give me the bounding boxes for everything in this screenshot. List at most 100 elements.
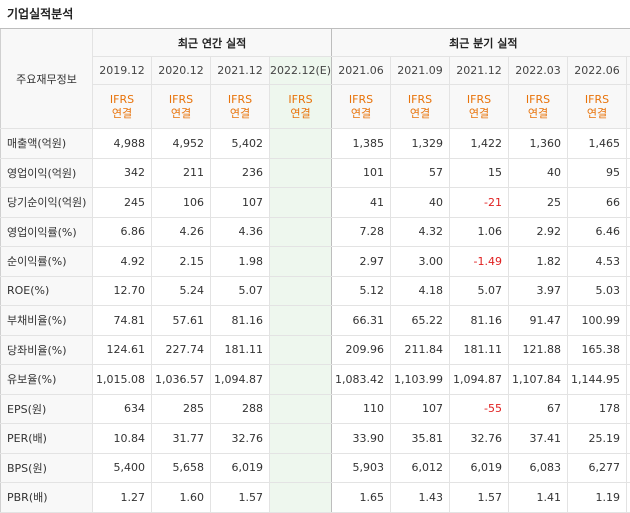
ifrs-label: IFRS xyxy=(526,93,550,106)
quarter-value-cell: 1,385 xyxy=(332,129,391,159)
annual-value-cell: 211 xyxy=(152,158,211,188)
annual-value-cell: 106 xyxy=(152,188,211,218)
row-label: 영업이익률(%) xyxy=(1,217,93,247)
annual-value-cell xyxy=(270,453,332,483)
quarter-value-cell: 6,019 xyxy=(450,453,509,483)
annual-value-cell xyxy=(270,129,332,159)
quarter-value-cell: 57 xyxy=(391,158,450,188)
annual-value-cell: 288 xyxy=(211,394,270,424)
ifrs-label: IFRS xyxy=(349,93,373,106)
annual-value-cell: 342 xyxy=(93,158,152,188)
section-title: 기업실적분석 xyxy=(0,0,630,28)
quarter-value-cell: 25.19 xyxy=(568,424,627,454)
consolidated-label: 연결 xyxy=(112,107,132,120)
quarter-value-cell: 6,083 xyxy=(509,453,568,483)
consolidated-label: 연결 xyxy=(171,107,191,120)
overflow-cell xyxy=(627,365,630,395)
annual-value-cell: 107 xyxy=(211,188,270,218)
row-label: 순이익률(%) xyxy=(1,247,93,277)
quarter-value-cell: 65.22 xyxy=(391,306,450,336)
quarter-value-cell: 1,329 xyxy=(391,129,450,159)
quarter-value-cell: 1.43 xyxy=(391,483,450,513)
quarter-value-cell: 1,083.42 xyxy=(332,365,391,395)
quarter-value-cell: -55 xyxy=(450,394,509,424)
quarter-value-cell: 211.84 xyxy=(391,335,450,365)
quarter-value-cell: -1.49 xyxy=(450,247,509,277)
annual-value-cell: 32.76 xyxy=(211,424,270,454)
quarter-value-cell: 2.97 xyxy=(332,247,391,277)
overflow-cell xyxy=(627,335,630,365)
quarter-value-cell: 7.28 xyxy=(332,217,391,247)
annual-value-cell: 5,658 xyxy=(152,453,211,483)
quarter-value-cell: 66 xyxy=(568,188,627,218)
ifrs-label: IFRS xyxy=(408,93,432,106)
row-label: PER(배) xyxy=(1,424,93,454)
quarter-value-cell: 5.07 xyxy=(450,276,509,306)
quarter-period-header: 2021.06 xyxy=(332,57,391,85)
quarter-value-cell: 6.46 xyxy=(568,217,627,247)
row-label: 영업이익(억원) xyxy=(1,158,93,188)
quarter-value-cell: 1,107.84 xyxy=(509,365,568,395)
quarter-value-cell: 121.88 xyxy=(509,335,568,365)
quarter-value-cell: 6,012 xyxy=(391,453,450,483)
annual-value-cell: 6,019 xyxy=(211,453,270,483)
consolidated-label: 연결 xyxy=(528,107,548,120)
annual-value-cell: 1.57 xyxy=(211,483,270,513)
ifrs-label: IFRS xyxy=(110,93,134,106)
overflow-cell xyxy=(627,247,630,277)
annual-value-cell: 245 xyxy=(93,188,152,218)
quarter-period-header: 2021.12 xyxy=(450,57,509,85)
overflow-cell xyxy=(627,394,630,424)
ifrs-label: IFRS xyxy=(169,93,193,106)
quarter-value-cell: 4.32 xyxy=(391,217,450,247)
annual-period-header: 2020.12 xyxy=(152,57,211,85)
quarter-value-cell: 1.82 xyxy=(509,247,568,277)
annual-value-cell: 1.60 xyxy=(152,483,211,513)
annual-value-cell: 5,402 xyxy=(211,129,270,159)
quarter-value-cell: 40 xyxy=(509,158,568,188)
annual-value-cell: 1,094.87 xyxy=(211,365,270,395)
row-label: BPS(원) xyxy=(1,453,93,483)
quarter-value-cell: 81.16 xyxy=(450,306,509,336)
annual-value-cell: 74.81 xyxy=(93,306,152,336)
annual-period-header: 2021.12 xyxy=(211,57,270,85)
annual-value-cell: 4,988 xyxy=(93,129,152,159)
quarter-value-cell: 41 xyxy=(332,188,391,218)
quarter-value-cell: 1.65 xyxy=(332,483,391,513)
consolidated-label: 연결 xyxy=(587,107,607,120)
ifrs-label: IFRS xyxy=(585,93,609,106)
annual-value-cell: 236 xyxy=(211,158,270,188)
quarter-value-cell: 5.03 xyxy=(568,276,627,306)
quarter-value-cell: 32.76 xyxy=(450,424,509,454)
quarter-value-cell: -21 xyxy=(450,188,509,218)
annual-value-cell: 1,036.57 xyxy=(152,365,211,395)
quarter-value-cell: 1,144.95 xyxy=(568,365,627,395)
quarter-value-cell: 5.12 xyxy=(332,276,391,306)
annual-value-cell: 6.86 xyxy=(93,217,152,247)
quarter-value-cell: 66.31 xyxy=(332,306,391,336)
ifrs-label: IFRS xyxy=(228,93,252,106)
annual-value-cell: 2.15 xyxy=(152,247,211,277)
quarter-value-cell: 1.06 xyxy=(450,217,509,247)
quarter-value-cell: 181.11 xyxy=(450,335,509,365)
quarter-value-cell: 1,465 xyxy=(568,129,627,159)
overflow-cell xyxy=(627,129,630,159)
annual-value-cell xyxy=(270,335,332,365)
annual-value-cell: 4,952 xyxy=(152,129,211,159)
quarter-value-cell: 35.81 xyxy=(391,424,450,454)
overflow-cell xyxy=(627,483,630,513)
